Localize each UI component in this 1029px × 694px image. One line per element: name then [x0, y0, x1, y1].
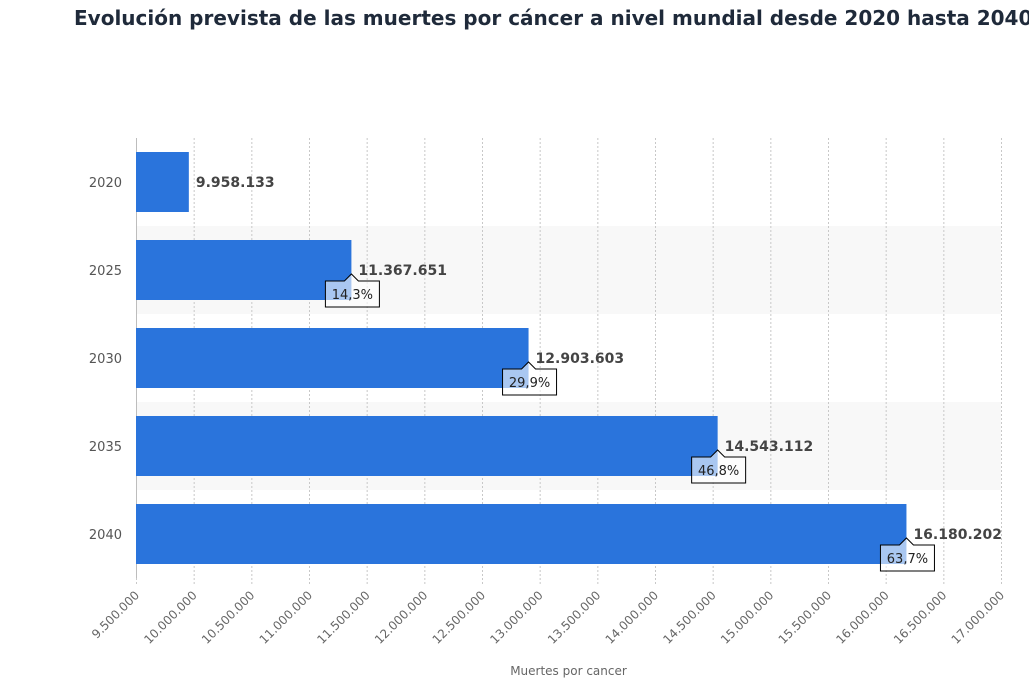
x-tick-label: 12.000.000	[372, 588, 430, 646]
data-label: 14.543.112	[725, 439, 814, 455]
x-tick-label: 15.500.000	[776, 588, 834, 646]
x-tick-label: 9.500.000	[89, 588, 142, 641]
x-axis-label: Muertes por cancer	[510, 664, 627, 678]
data-label: 16.180.202	[913, 527, 1002, 543]
annotation-callout	[502, 361, 558, 396]
x-tick-label: 10.500.000	[199, 588, 257, 646]
x-tick-label: 14.000.000	[603, 588, 661, 646]
data-label: 11.367.651	[358, 263, 447, 279]
bar	[136, 504, 907, 564]
chart-title: Evolución prevista de las muertes por cá…	[74, 6, 1029, 30]
x-tick-label: 16.500.000	[891, 588, 949, 646]
annotation-label: 63,7%	[887, 552, 928, 567]
annotation-callout	[879, 537, 935, 572]
category-label: 2035	[89, 440, 122, 455]
x-tick-label: 11.500.000	[314, 588, 372, 646]
bar	[136, 152, 189, 212]
annotation-callout	[691, 449, 747, 484]
x-tick-label: 10.000.000	[141, 588, 199, 646]
category-label: 2030	[89, 352, 122, 367]
x-tick-label: 13.000.000	[487, 588, 545, 646]
category-label: 2020	[89, 176, 122, 191]
bar	[136, 240, 352, 300]
x-tick-label: 12.500.000	[430, 588, 488, 646]
x-tick-label: 13.500.000	[545, 588, 603, 646]
x-tick-label: 17.000.000	[949, 588, 1007, 646]
annotation-label: 46,8%	[698, 464, 739, 479]
x-tick-label: 11.000.000	[257, 588, 315, 646]
data-label: 12.903.603	[536, 351, 625, 367]
annotation-callout	[324, 273, 380, 308]
category-label: 2040	[89, 528, 122, 543]
x-tick-label: 15.000.000	[718, 588, 776, 646]
bar	[136, 416, 718, 476]
x-tick-label: 14.500.000	[660, 588, 718, 646]
x-tick-label: 16.000.000	[833, 588, 891, 646]
annotation-label: 14,3%	[332, 288, 373, 303]
annotation-label: 29,9%	[509, 376, 550, 391]
data-label: 9.958.133	[196, 175, 275, 191]
category-label: 2025	[89, 264, 122, 279]
bar	[136, 328, 529, 388]
